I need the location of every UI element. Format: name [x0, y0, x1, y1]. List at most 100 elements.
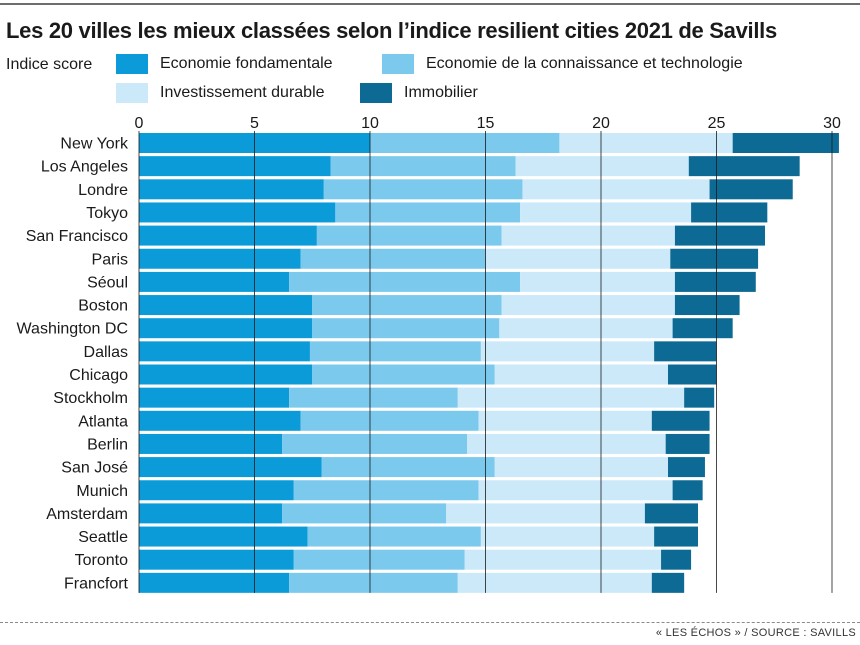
bottom-rule: [0, 622, 860, 623]
bar-segment: [501, 295, 675, 316]
bar-segment: [478, 480, 673, 501]
bar-segment: [370, 133, 560, 153]
x-tick-label: 15: [477, 115, 495, 132]
bar-segment: [139, 318, 313, 339]
bar-segment: [691, 202, 768, 223]
category-label: Munich: [76, 483, 128, 500]
bar-segment: [709, 179, 793, 200]
bar-segment: [139, 410, 301, 431]
bar-segment: [282, 503, 447, 524]
category-label: San Francisco: [26, 228, 128, 245]
bar-segment: [139, 549, 294, 570]
bar-segment: [520, 271, 675, 292]
bar-segment: [139, 341, 310, 362]
category-label: Boston: [78, 298, 128, 315]
legend-label: Economie de la connaissance et technolog…: [426, 55, 743, 72]
bar-segment: [139, 503, 283, 524]
bar-segment: [515, 156, 689, 177]
bar-segment: [139, 387, 290, 408]
bar-segment: [139, 248, 301, 269]
bar-segment: [501, 225, 675, 246]
bar-segment: [644, 503, 699, 524]
category-label: Amsterdam: [46, 506, 128, 523]
bar-segment: [139, 364, 313, 385]
category-label: Chicago: [69, 367, 128, 384]
bar-segment: [139, 433, 283, 454]
bar-segment: [520, 202, 692, 223]
bar-segment: [672, 318, 733, 339]
bar-segment: [139, 295, 313, 316]
x-tick-label: 10: [361, 115, 379, 132]
source-credit: « LES ÉCHOS » / SOURCE : SAVILLS: [655, 627, 856, 639]
category-label: Tokyo: [86, 205, 128, 222]
category-label: Atlanta: [78, 413, 128, 430]
x-tick-label: 5: [250, 115, 259, 132]
bar-segment: [674, 225, 766, 246]
bar-segment: [293, 480, 479, 501]
bar-segment: [289, 271, 521, 292]
legend-label: Economie fondamentale: [160, 55, 333, 72]
bar-segment: [732, 133, 839, 153]
bars: [139, 133, 839, 593]
bar-segment: [139, 457, 322, 478]
bar-segment: [312, 318, 500, 339]
top-rule: [0, 3, 860, 5]
bar-segment: [139, 526, 308, 547]
category-label: Séoul: [87, 274, 128, 291]
bar-segment: [309, 341, 481, 362]
legend-item-investissement-durable: Investissement durable: [116, 83, 325, 103]
bar-segment: [667, 364, 717, 385]
bar-segment: [651, 572, 685, 593]
category-label: Francfort: [64, 575, 129, 592]
bar-segment: [522, 179, 710, 200]
legend-label: Immobilier: [404, 84, 478, 101]
bar-segment: [661, 549, 692, 570]
bar-segment: [665, 433, 710, 454]
bar-segment: [139, 225, 317, 246]
bar-segment: [654, 341, 717, 362]
bar-segment: [651, 410, 710, 431]
chart-title: Les 20 villes les mieux classées selon l…: [6, 18, 777, 43]
legend-label: Investissement durable: [160, 84, 325, 101]
bar-segment: [139, 480, 294, 501]
legend-title: Indice score: [6, 56, 93, 73]
x-tick-label: 30: [823, 115, 841, 132]
bar-segment: [494, 457, 668, 478]
category-label: Washington DC: [17, 321, 128, 338]
bar-segment: [457, 572, 652, 593]
legend-item-economie-connaissance: Economie de la connaissance et technolog…: [382, 54, 743, 74]
bar-segment: [282, 433, 468, 454]
bar-segment: [312, 364, 495, 385]
bar-segment: [654, 526, 699, 547]
bar-segment: [139, 572, 290, 593]
category-label: Los Angeles: [41, 159, 128, 176]
bar-segment: [139, 202, 336, 223]
bar-segment: [485, 248, 671, 269]
bar-segment: [300, 410, 479, 431]
bar-segment: [307, 526, 481, 547]
bar-segment: [464, 549, 662, 570]
x-tick-label: 25: [708, 115, 726, 132]
bar-segment: [446, 503, 645, 524]
category-label: Paris: [92, 251, 128, 268]
bar-segment: [684, 387, 715, 408]
bar-segment: [674, 295, 740, 316]
legend-item-immobilier: Immobilier: [360, 83, 478, 103]
bar-segment: [672, 480, 703, 501]
category-label: Seattle: [78, 529, 128, 546]
category-label: Londre: [78, 182, 128, 199]
legend-item-economie-fondamentale: Economie fondamentale: [116, 54, 333, 74]
bar-segment: [312, 295, 502, 316]
bar-segment: [480, 526, 655, 547]
bar-segment: [499, 318, 673, 339]
bar-segment: [559, 133, 733, 153]
bar-segment: [289, 387, 458, 408]
bar-segment: [480, 341, 655, 362]
legend-swatch: [116, 54, 148, 74]
bar-segment: [139, 179, 324, 200]
bar-segment: [674, 271, 756, 292]
category-label: Dallas: [84, 344, 128, 361]
bar-segment: [330, 156, 516, 177]
bar-segment: [289, 572, 458, 593]
